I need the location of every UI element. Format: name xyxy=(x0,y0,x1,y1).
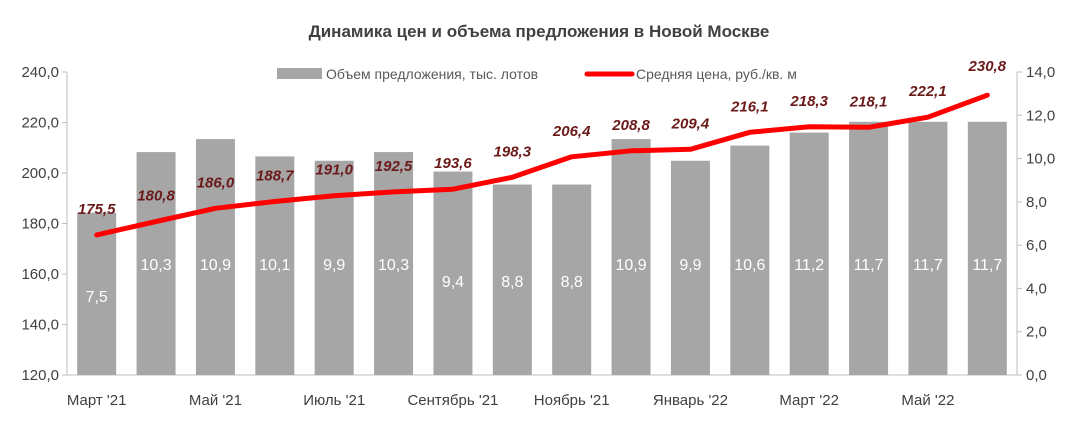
y-right-tick-label: 0,0 xyxy=(1026,367,1047,384)
line-series xyxy=(94,92,990,238)
bar xyxy=(730,145,770,375)
bar xyxy=(908,121,948,376)
y-right-tick-label: 8,0 xyxy=(1026,194,1047,211)
bar xyxy=(670,160,710,375)
bar xyxy=(195,139,235,375)
bar xyxy=(849,121,889,376)
price-value-label: 218,1 xyxy=(849,93,888,110)
price-value-label: 206,4 xyxy=(552,123,591,140)
price-value-label: 209,4 xyxy=(671,115,710,132)
y-left-tick-label: 140,0 xyxy=(21,317,59,334)
y-left-tick-label: 160,0 xyxy=(21,266,59,283)
bar-value-label: 11,7 xyxy=(854,257,884,274)
y-right-tick-label: 14,0 xyxy=(1026,64,1055,81)
bar xyxy=(789,132,829,375)
y-left-tick-label: 120,0 xyxy=(21,367,59,384)
axes: 120,0 140,0 160,0 180,0 200,0 220,0 240,0 0,0 2,… xyxy=(21,64,1055,409)
legend-bar-swatch xyxy=(277,68,322,79)
bar-value-label: 11,2 xyxy=(794,257,824,274)
y-right-tick-label: 4,0 xyxy=(1026,280,1047,297)
x-tick-label: Март '22 xyxy=(779,392,839,409)
bar-value-label: 9,9 xyxy=(323,257,345,274)
legend-line-label: Средняя цена, руб./кв. м xyxy=(636,66,797,82)
bar xyxy=(611,139,651,375)
y-right-tick-label: 10,0 xyxy=(1026,151,1055,168)
data-labels: 7,5 10,3 10,9 10,1 9,9 10,3 9,4 8,8 8,8 10,9 9,9 10… xyxy=(78,58,1007,306)
x-tick-label: Январь '22 xyxy=(653,392,728,409)
x-tick-label: Май '22 xyxy=(901,392,954,409)
price-value-label: 222,1 xyxy=(908,83,947,100)
x-tick-label: Июль '21 xyxy=(303,392,365,409)
price-value-label: 191,0 xyxy=(315,162,353,179)
y-left-tick-label: 220,0 xyxy=(21,115,59,132)
bar xyxy=(433,171,473,375)
bar xyxy=(492,184,532,375)
bar-value-label: 10,3 xyxy=(378,257,409,274)
y-right-tick-label: 6,0 xyxy=(1026,237,1047,254)
bar-value-label: 8,8 xyxy=(561,274,583,291)
price-value-label: 208,8 xyxy=(611,117,650,134)
bar-value-label: 10,9 xyxy=(200,257,231,274)
y-right-tick-label: 2,0 xyxy=(1026,324,1047,341)
y-right-tick-label: 12,0 xyxy=(1026,107,1055,124)
price-value-label: 193,6 xyxy=(434,155,472,172)
price-value-label: 218,3 xyxy=(789,93,828,110)
bar xyxy=(552,184,592,375)
bar xyxy=(77,212,117,375)
price-value-label: 192,5 xyxy=(375,158,413,175)
bar-value-label: 11,7 xyxy=(972,257,1002,274)
bar-value-label: 10,3 xyxy=(140,257,171,274)
bar-value-label: 8,8 xyxy=(501,274,523,291)
price-line xyxy=(94,92,990,238)
bar-value-label: 10,1 xyxy=(259,257,290,274)
price-value-label: 230,8 xyxy=(968,58,1007,75)
x-tick-label: Сентябрь '21 xyxy=(407,392,498,409)
x-tick-label: Май '21 xyxy=(189,392,242,409)
x-tick-label: Март '21 xyxy=(67,392,127,409)
bar-value-label: 11,7 xyxy=(913,257,943,274)
price-value-label: 188,7 xyxy=(256,168,294,185)
y-left-tick-label: 240,0 xyxy=(21,64,59,81)
legend: Объем предложения, тыс. лотов Средняя цен… xyxy=(277,66,797,82)
price-value-label: 186,0 xyxy=(197,174,235,191)
chart-title: Динамика цен и объема предложения в Ново… xyxy=(309,22,770,41)
bar-series xyxy=(77,121,1007,376)
legend-bar-label: Объем предложения, тыс. лотов xyxy=(326,66,538,82)
price-value-label: 216,1 xyxy=(730,98,769,115)
bar xyxy=(255,156,295,375)
price-value-label: 180,8 xyxy=(137,187,175,204)
bar xyxy=(136,152,176,375)
bar-value-label: 9,9 xyxy=(679,257,701,274)
y-left-tick-label: 180,0 xyxy=(21,216,59,233)
bar-value-label: 7,5 xyxy=(86,289,108,306)
y-left-tick-label: 200,0 xyxy=(21,165,59,182)
x-tick-label: Ноябрь '21 xyxy=(534,392,610,409)
bar-value-label: 10,9 xyxy=(615,257,646,274)
bar xyxy=(967,121,1007,376)
price-value-label: 198,3 xyxy=(494,143,532,160)
bar-value-label: 9,4 xyxy=(442,274,464,291)
bar-value-label: 10,6 xyxy=(734,257,765,274)
price-value-label: 175,5 xyxy=(78,201,116,218)
